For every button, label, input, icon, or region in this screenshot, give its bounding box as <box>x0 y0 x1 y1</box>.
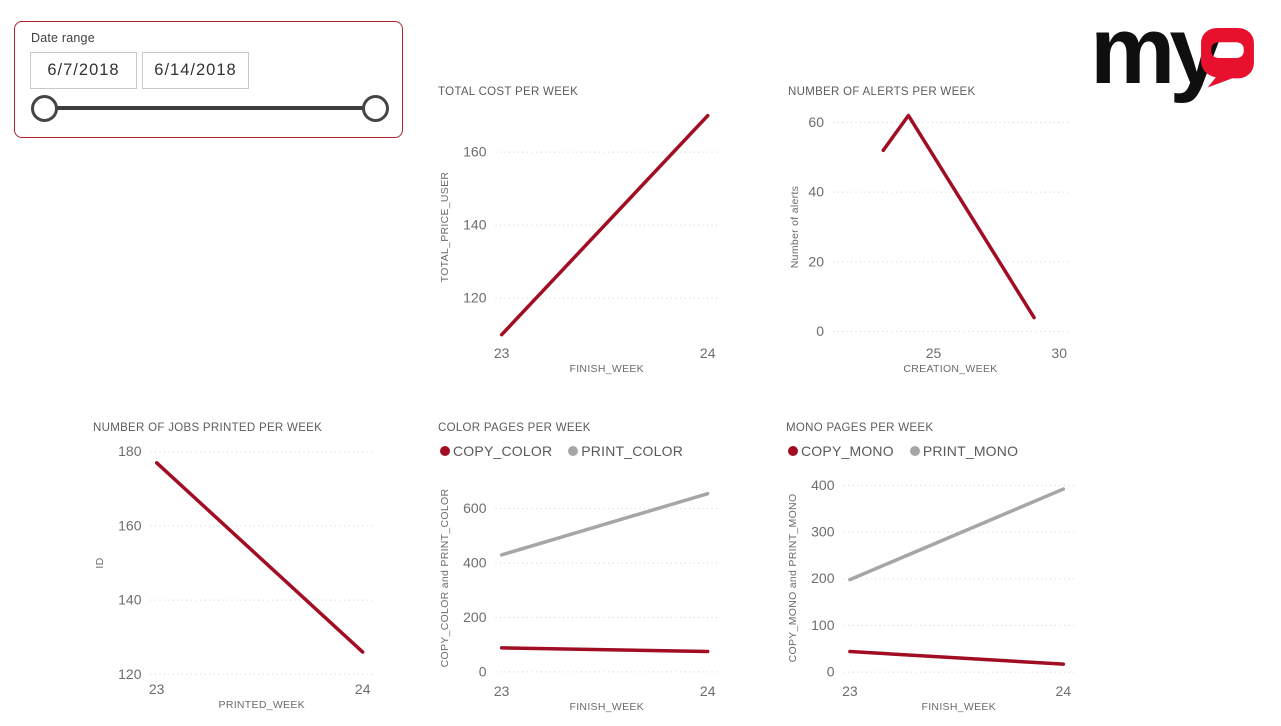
y-tick-label: 0 <box>479 663 487 679</box>
x-axis-label: FINISH_WEEK <box>570 701 644 713</box>
y-tick-label: 0 <box>827 664 835 680</box>
chart-title: MONO PAGES PER WEEK <box>786 422 934 434</box>
y-tick-label: 0 <box>816 323 824 339</box>
y-axis-label: TOTAL_PRICE_USER <box>439 172 451 283</box>
line-plot[interactable]: 120 140 160 23 24 TOTAL_PRICE_USER FINISH_WEEK <box>438 106 740 376</box>
legend-dot-icon <box>440 446 450 456</box>
legend-dot-icon <box>909 446 920 456</box>
x-tick-label: 23 <box>842 683 858 699</box>
date-range-slider-handle-left[interactable] <box>31 95 58 122</box>
y-tick-label: 140 <box>463 217 487 233</box>
series-line-PRINT_MONO[interactable] <box>848 487 1066 582</box>
x-tick-label: 24 <box>700 683 716 699</box>
chart-number-of-jobs-printed-per-week[interactable]: NUMBER OF JOBS PRINTED PER WEEK 120 140 16… <box>93 422 395 714</box>
legend-item-PRINT_COLOR[interactable]: PRINT_COLOR <box>568 443 683 459</box>
series-line-TOTAL_PRICE_USER[interactable] <box>499 113 710 337</box>
legend-dot-icon <box>788 446 798 456</box>
y-axis-label: COPY_COLOR and PRINT_COLOR <box>439 489 451 668</box>
line-plot[interactable]: 0 20 40 60 25 30 Number of alerts CREATION_WEEK <box>788 106 1090 376</box>
x-tick-label: 24 <box>700 345 716 361</box>
myq-wordmark: my <box>1090 0 1223 104</box>
date-range-slider-handle-right[interactable] <box>362 95 389 122</box>
date-range-slicer[interactable]: Date range <box>14 21 403 138</box>
y-tick-label: 180 <box>118 443 142 459</box>
chart-color-pages-per-week[interactable]: COLOR PAGES PER WEEK COPY_COLOR PRINT_COL… <box>438 422 740 714</box>
legend-dot-icon <box>568 446 579 456</box>
date-range-start-input[interactable] <box>30 52 137 89</box>
y-tick-label: 200 <box>811 570 835 586</box>
y-tick-label: 140 <box>118 592 142 608</box>
x-tick-label: 25 <box>926 345 942 361</box>
y-tick-label: 60 <box>808 114 824 130</box>
y-tick-label: 120 <box>463 290 487 306</box>
legend-label: PRINT_MONO <box>922 443 1019 459</box>
y-axis-label: Number of alerts <box>789 186 801 268</box>
y-tick-label: 120 <box>118 666 142 682</box>
chart-mono-pages-per-week[interactable]: MONO PAGES PER WEEK COPY_MONO PRINT_MONO … <box>786 422 1096 714</box>
y-tick-label: 200 <box>463 609 487 625</box>
date-range-slider-track[interactable] <box>44 106 376 110</box>
x-axis-label: FINISH_WEEK <box>922 701 996 713</box>
date-range-label: Date range <box>31 31 95 45</box>
y-axis-label: ID <box>94 557 106 568</box>
legend-item-COPY_MONO[interactable]: COPY_MONO <box>788 443 894 459</box>
x-tick-label: 24 <box>355 681 371 697</box>
series-line-COPY_COLOR[interactable] <box>499 646 710 654</box>
legend-label: COPY_COLOR <box>453 443 553 459</box>
series-line-Number of alerts[interactable] <box>881 113 1036 320</box>
y-tick-label: 400 <box>463 555 487 571</box>
y-tick-label: 100 <box>811 617 835 633</box>
chart-total-cost-per-week[interactable]: TOTAL COST PER WEEK 120 140 160 23 24 TOTAL_P… <box>438 86 740 378</box>
x-tick-label: 24 <box>1056 683 1072 699</box>
x-tick-label: 23 <box>494 345 510 361</box>
legend-item-PRINT_MONO[interactable]: PRINT_MONO <box>909 443 1019 459</box>
y-tick-label: 600 <box>463 500 487 516</box>
y-tick-label: 160 <box>463 144 487 160</box>
chart-title: COLOR PAGES PER WEEK <box>438 422 591 434</box>
legend-item-COPY_COLOR[interactable]: COPY_COLOR <box>440 443 552 459</box>
date-range-end-input[interactable] <box>142 52 249 89</box>
myq-logo: my <box>1090 3 1260 102</box>
y-tick-label: 300 <box>811 524 835 540</box>
y-tick-label: 400 <box>811 477 835 493</box>
chart-title: NUMBER OF JOBS PRINTED PER WEEK <box>93 422 323 434</box>
legend-label: PRINT_COLOR <box>581 443 684 459</box>
line-plot[interactable]: 0 200 400 600 23 24 COPY_COLOR and PRINT_COLOR… <box>438 470 740 714</box>
x-axis-label: CREATION_WEEK <box>903 363 997 375</box>
series-line-ID[interactable] <box>154 461 365 654</box>
chart-title: NUMBER OF ALERTS PER WEEK <box>788 86 976 98</box>
chart-number-of-alerts-per-week[interactable]: NUMBER OF ALERTS PER WEEK 0 20 40 60 25 30 Num… <box>788 86 1090 378</box>
chart-legend: COPY_COLOR PRINT_COLOR <box>438 440 740 462</box>
legend-label: COPY_MONO <box>801 443 894 459</box>
y-tick-label: 40 <box>808 184 824 200</box>
chart-title: TOTAL COST PER WEEK <box>438 86 579 98</box>
x-axis-label: PRINTED_WEEK <box>219 699 305 711</box>
y-tick-label: 160 <box>118 517 142 533</box>
x-tick-label: 23 <box>149 681 165 697</box>
series-line-COPY_MONO[interactable] <box>848 649 1066 666</box>
x-axis-label: FINISH_WEEK <box>570 363 644 375</box>
myq-q-icon <box>1201 28 1254 88</box>
x-tick-label: 30 <box>1051 345 1067 361</box>
chart-legend: COPY_MONO PRINT_MONO <box>786 440 1096 462</box>
line-plot[interactable]: 120 140 160 180 23 24 ID PRINTED_WEEK <box>93 442 395 712</box>
y-tick-label: 20 <box>808 253 824 269</box>
series-line-PRINT_COLOR[interactable] <box>499 491 710 557</box>
line-plot[interactable]: 0 100 200 300 400 23 24 COPY_MONO and PRINT_MON… <box>786 470 1096 714</box>
x-tick-label: 23 <box>494 683 510 699</box>
y-axis-label: COPY_MONO and PRINT_MONO <box>787 494 799 663</box>
